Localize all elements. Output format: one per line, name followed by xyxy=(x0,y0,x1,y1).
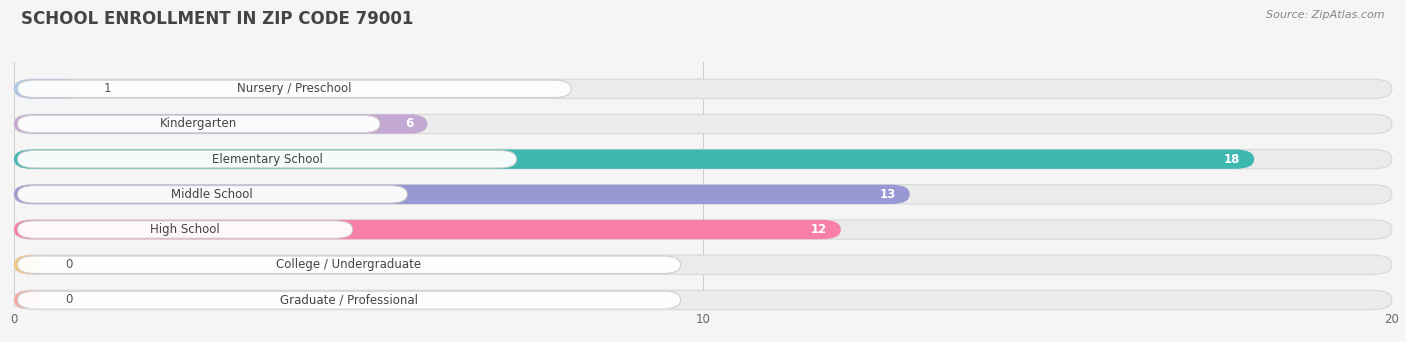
FancyBboxPatch shape xyxy=(17,115,380,133)
FancyBboxPatch shape xyxy=(14,220,1392,239)
FancyBboxPatch shape xyxy=(14,114,1392,134)
FancyBboxPatch shape xyxy=(14,149,1254,169)
FancyBboxPatch shape xyxy=(14,79,1392,98)
FancyBboxPatch shape xyxy=(17,150,516,168)
Text: High School: High School xyxy=(150,223,219,236)
FancyBboxPatch shape xyxy=(14,149,1392,169)
FancyBboxPatch shape xyxy=(14,79,83,98)
FancyBboxPatch shape xyxy=(17,221,353,238)
FancyBboxPatch shape xyxy=(14,220,841,239)
Text: Graduate / Professional: Graduate / Professional xyxy=(280,293,418,306)
FancyBboxPatch shape xyxy=(14,185,910,204)
Text: College / Undergraduate: College / Undergraduate xyxy=(277,258,422,271)
FancyBboxPatch shape xyxy=(14,255,1392,274)
FancyBboxPatch shape xyxy=(14,114,427,134)
Text: 1: 1 xyxy=(104,82,111,95)
FancyBboxPatch shape xyxy=(17,256,681,273)
Text: 0: 0 xyxy=(66,293,73,306)
FancyBboxPatch shape xyxy=(14,290,45,310)
Text: 18: 18 xyxy=(1225,153,1240,166)
FancyBboxPatch shape xyxy=(17,80,571,97)
FancyBboxPatch shape xyxy=(17,186,408,203)
FancyBboxPatch shape xyxy=(17,291,681,308)
Text: Source: ZipAtlas.com: Source: ZipAtlas.com xyxy=(1267,10,1385,20)
Text: 0: 0 xyxy=(66,258,73,271)
Text: Kindergarten: Kindergarten xyxy=(160,118,238,131)
Text: SCHOOL ENROLLMENT IN ZIP CODE 79001: SCHOOL ENROLLMENT IN ZIP CODE 79001 xyxy=(21,10,413,28)
Text: 6: 6 xyxy=(405,118,413,131)
Text: Middle School: Middle School xyxy=(172,188,253,201)
Text: Nursery / Preschool: Nursery / Preschool xyxy=(238,82,352,95)
Text: 12: 12 xyxy=(811,223,827,236)
FancyBboxPatch shape xyxy=(14,255,45,274)
FancyBboxPatch shape xyxy=(14,185,1392,204)
FancyBboxPatch shape xyxy=(14,290,1392,310)
Text: Elementary School: Elementary School xyxy=(211,153,322,166)
Text: 13: 13 xyxy=(880,188,896,201)
